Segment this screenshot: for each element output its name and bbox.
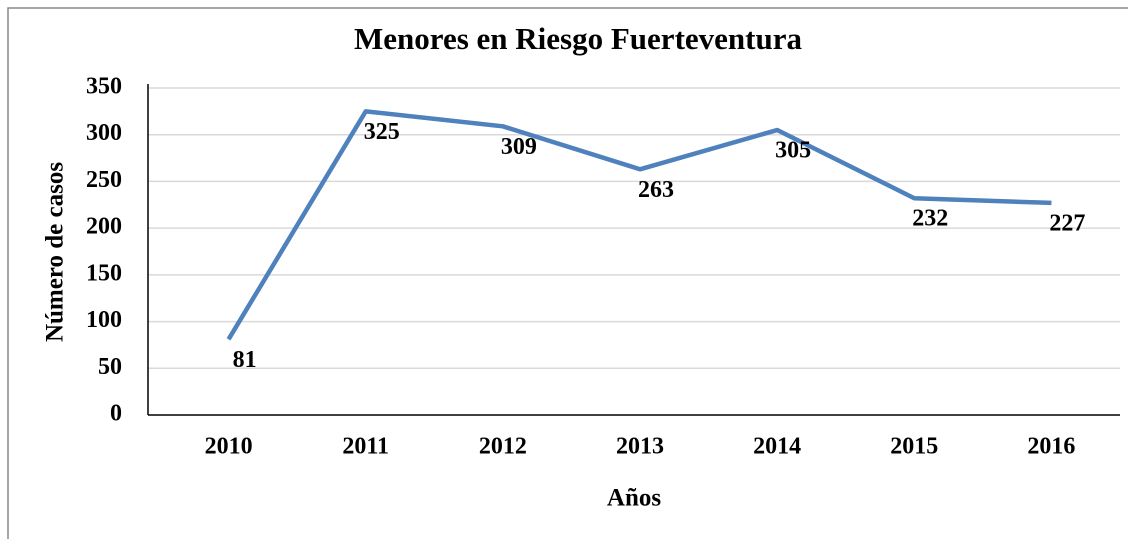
x-tick-label: 2013 bbox=[616, 434, 664, 460]
y-tick-label: 300 bbox=[86, 120, 122, 146]
data-line bbox=[226, 109, 1052, 341]
data-label: 305 bbox=[775, 138, 811, 164]
x-axis-title: Años bbox=[607, 485, 661, 512]
data-label: 263 bbox=[638, 177, 674, 203]
y-tick-label: 50 bbox=[98, 354, 122, 380]
data-label: 232 bbox=[912, 206, 948, 232]
y-tick-label: 250 bbox=[86, 167, 122, 193]
x-tick-label: 2015 bbox=[890, 434, 938, 460]
y-tick-label: 200 bbox=[86, 214, 122, 240]
y-tick-label: 100 bbox=[86, 307, 122, 333]
y-tick-label: 150 bbox=[86, 260, 122, 286]
chart-title: Menores en Riesgo Fuerteventura bbox=[354, 21, 802, 56]
x-tick-label: 2016 bbox=[1027, 434, 1075, 460]
data-label: 309 bbox=[501, 134, 537, 160]
data-label: 227 bbox=[1049, 210, 1085, 236]
y-tick-label: 350 bbox=[86, 74, 122, 100]
y-axis-title: Número de casos bbox=[42, 162, 69, 342]
x-tick-label: 2014 bbox=[753, 434, 801, 460]
data-label: 81 bbox=[233, 347, 257, 373]
chart-frame bbox=[7, 7, 1128, 539]
x-tick-label: 2011 bbox=[342, 434, 389, 460]
x-tick-label: 2010 bbox=[205, 434, 253, 460]
x-tick-label: 2012 bbox=[479, 434, 527, 460]
y-tick-label: 0 bbox=[110, 401, 122, 427]
data-label: 325 bbox=[364, 119, 400, 145]
